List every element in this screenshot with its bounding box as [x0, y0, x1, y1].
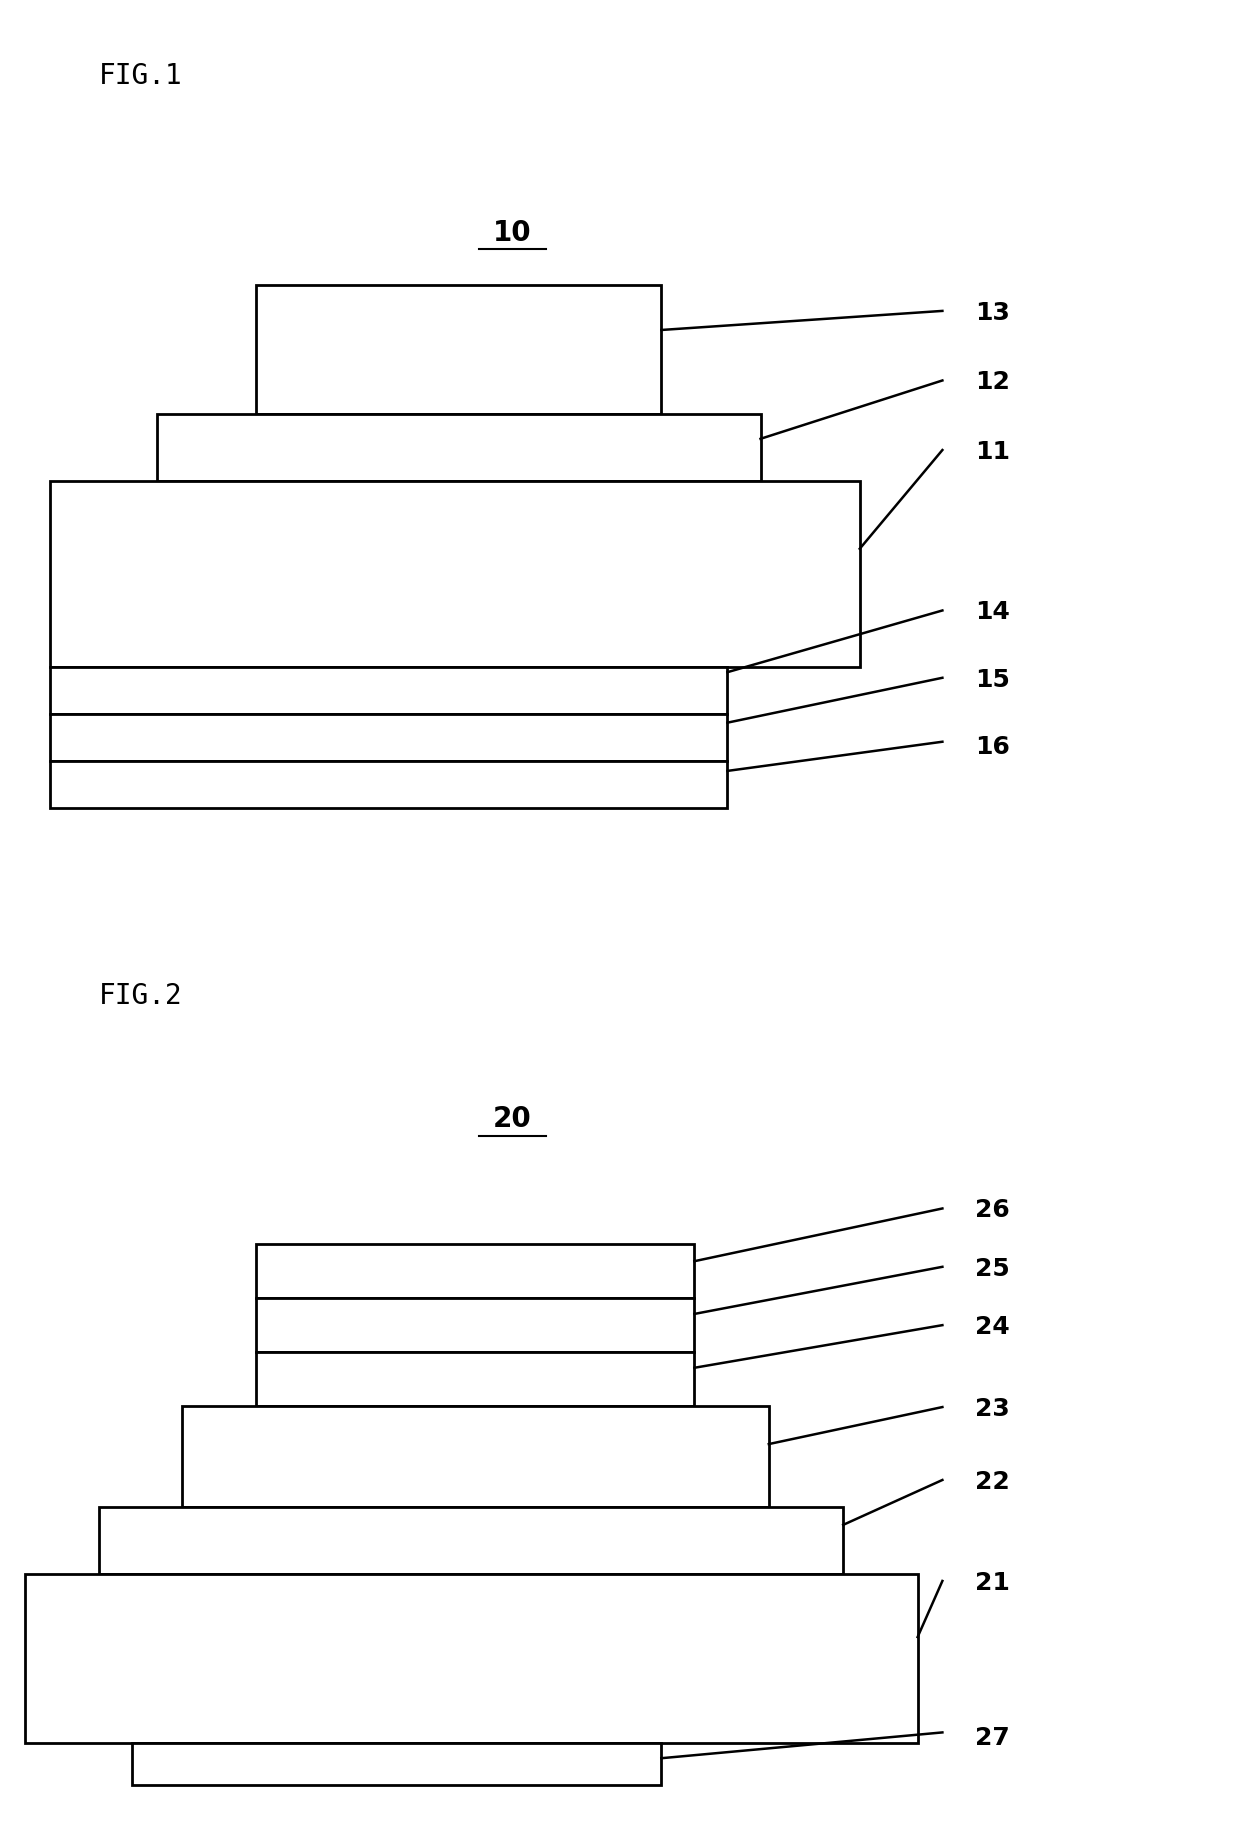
Text: 14: 14 [976, 600, 1011, 623]
Text: 26: 26 [976, 1197, 1011, 1221]
Text: 16: 16 [976, 734, 1011, 758]
Bar [257, 1245, 694, 1298]
Text: 10: 10 [494, 219, 532, 246]
Bar [50, 714, 728, 761]
Text: 15: 15 [976, 668, 1011, 691]
Text: 27: 27 [976, 1725, 1011, 1749]
Bar [182, 1407, 769, 1508]
Bar [157, 416, 760, 482]
Text: 20: 20 [494, 1105, 532, 1133]
Text: 22: 22 [976, 1469, 1011, 1493]
Bar [99, 1508, 843, 1574]
Bar [50, 668, 728, 714]
Bar [257, 285, 661, 416]
Text: FIG.2: FIG.2 [99, 982, 184, 1010]
Text: FIG.1: FIG.1 [99, 63, 184, 90]
Text: 21: 21 [976, 1571, 1011, 1594]
Bar [257, 1298, 694, 1352]
Bar [257, 1352, 694, 1407]
Bar [25, 1574, 918, 1743]
Bar [50, 761, 728, 809]
Text: 25: 25 [976, 1256, 1011, 1280]
Text: 23: 23 [976, 1396, 1011, 1420]
Bar [50, 482, 859, 668]
Text: 12: 12 [976, 370, 1011, 394]
Text: 13: 13 [976, 300, 1011, 324]
Text: 11: 11 [976, 440, 1011, 463]
Text: 24: 24 [976, 1315, 1011, 1339]
Bar [133, 1743, 661, 1786]
